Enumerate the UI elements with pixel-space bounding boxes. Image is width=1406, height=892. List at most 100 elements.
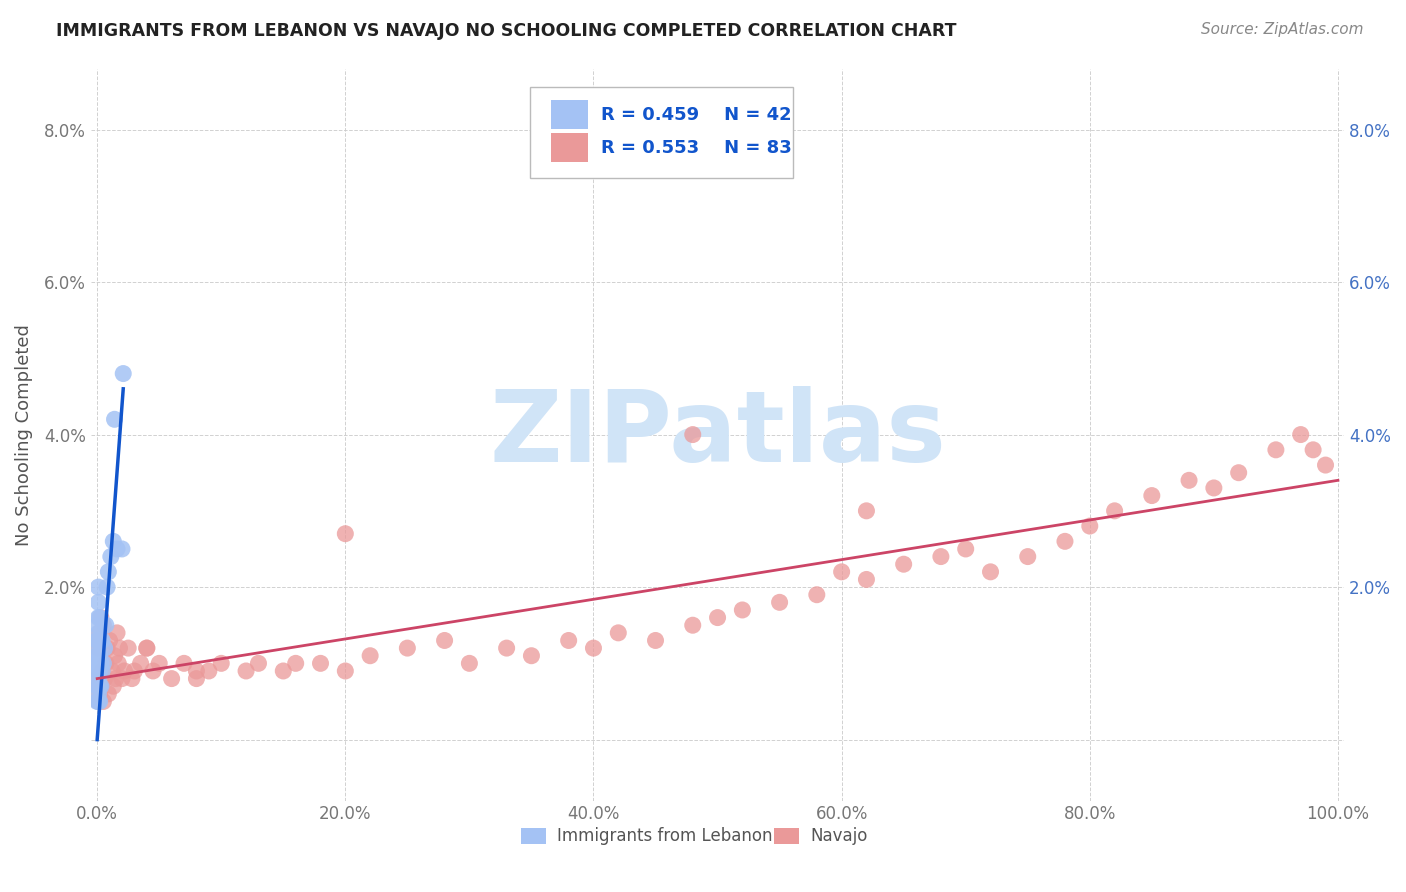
Point	[93, 672, 115, 686]
Point	[1289, 427, 1312, 442]
Point	[93, 694, 115, 708]
Point	[96, 580, 118, 594]
FancyBboxPatch shape	[530, 87, 793, 178]
Point	[1178, 473, 1201, 487]
Point	[87, 672, 110, 686]
Point	[893, 558, 915, 572]
Point	[86, 657, 108, 671]
Point	[1078, 519, 1101, 533]
Point	[89, 679, 111, 693]
Point	[682, 618, 704, 632]
Point	[142, 664, 165, 678]
Point	[979, 565, 1001, 579]
Point	[103, 679, 125, 693]
Point	[768, 595, 790, 609]
Point	[731, 603, 754, 617]
Point	[103, 648, 125, 663]
Point	[93, 641, 115, 656]
Point	[87, 595, 110, 609]
Point	[335, 664, 357, 678]
Point	[1264, 442, 1286, 457]
Point	[87, 687, 110, 701]
Point	[100, 549, 122, 564]
Point	[89, 648, 111, 663]
Point	[90, 633, 112, 648]
Point	[89, 625, 111, 640]
Point	[86, 648, 108, 663]
Point	[121, 672, 143, 686]
Point	[186, 664, 208, 678]
Text: R = 0.553    N = 83: R = 0.553 N = 83	[600, 138, 792, 157]
Point	[135, 641, 157, 656]
Text: Navajo: Navajo	[810, 827, 868, 846]
Point	[87, 625, 110, 640]
Point	[89, 664, 111, 678]
Point	[87, 641, 110, 656]
Point	[607, 625, 630, 640]
Point	[89, 633, 111, 648]
Point	[87, 679, 110, 693]
Point	[955, 541, 977, 556]
Point	[173, 657, 195, 671]
Point	[706, 610, 728, 624]
Point	[96, 641, 118, 656]
Point	[108, 641, 131, 656]
Point	[86, 694, 108, 708]
Point	[495, 641, 517, 656]
Point	[86, 679, 108, 693]
Point	[90, 657, 112, 671]
Point	[271, 664, 294, 678]
Point	[644, 633, 666, 648]
Point	[87, 694, 110, 708]
Point	[89, 687, 111, 701]
Point	[433, 633, 456, 648]
Text: Immigrants from Lebanon: Immigrants from Lebanon	[557, 827, 773, 846]
Point	[93, 618, 115, 632]
Point	[117, 641, 139, 656]
Point	[105, 541, 128, 556]
Point	[806, 588, 828, 602]
Point	[107, 657, 129, 671]
Point	[284, 657, 307, 671]
Point	[97, 687, 120, 701]
Point	[86, 672, 108, 686]
Point	[114, 664, 136, 678]
Point	[87, 664, 110, 678]
Point	[186, 672, 208, 686]
Point	[87, 657, 110, 671]
Point	[86, 641, 108, 656]
Point	[1104, 504, 1126, 518]
Point	[98, 633, 121, 648]
Point	[1227, 466, 1250, 480]
Point	[97, 565, 120, 579]
Point	[86, 664, 108, 678]
Point	[94, 618, 117, 632]
Point	[198, 664, 221, 678]
Point	[87, 633, 110, 648]
Point	[855, 504, 877, 518]
Point	[235, 664, 257, 678]
Point	[135, 641, 157, 656]
Point	[520, 648, 543, 663]
Point	[209, 657, 232, 671]
Text: IMMIGRANTS FROM LEBANON VS NAVAJO NO SCHOOLING COMPLETED CORRELATION CHART: IMMIGRANTS FROM LEBANON VS NAVAJO NO SCH…	[56, 22, 956, 40]
Point	[101, 664, 124, 678]
Point	[309, 657, 332, 671]
Point	[458, 657, 481, 671]
Text: ZIPatlas: ZIPatlas	[489, 386, 946, 483]
Point	[91, 633, 114, 648]
Point	[103, 534, 125, 549]
Point	[90, 679, 112, 693]
Point	[89, 633, 111, 648]
Point	[855, 573, 877, 587]
Point	[91, 664, 114, 678]
Point	[87, 679, 110, 693]
Point	[111, 672, 134, 686]
Point	[111, 541, 134, 556]
Point	[335, 526, 357, 541]
Point	[93, 657, 115, 671]
Point	[89, 610, 111, 624]
Point	[1202, 481, 1225, 495]
Text: R = 0.459    N = 42: R = 0.459 N = 42	[600, 105, 792, 124]
Point	[1140, 489, 1163, 503]
